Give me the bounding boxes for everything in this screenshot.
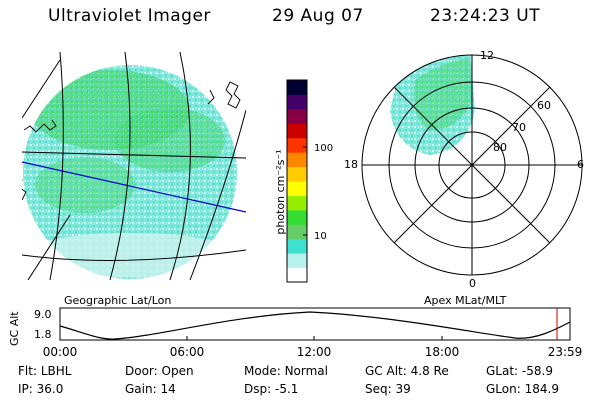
colorbar-segment xyxy=(287,238,307,254)
polar-emission xyxy=(414,58,472,130)
info-filter-value: LBHL xyxy=(40,364,72,378)
mlat-label-60: 60 xyxy=(537,99,551,112)
longitude-line xyxy=(189,109,246,280)
info-seq-value: 39 xyxy=(395,382,411,396)
longitude-line xyxy=(49,52,64,280)
mlat-label-80: 80 xyxy=(493,141,507,154)
colorbar-segment xyxy=(287,152,307,168)
colorbar-segment xyxy=(287,80,307,95)
info-gain-value: 14 xyxy=(160,382,176,396)
latitude-line xyxy=(22,151,246,159)
mlt-label-12: 12 xyxy=(480,49,494,62)
info-glon-label: GLon: xyxy=(486,382,521,396)
info-ip: IP: 36.0 xyxy=(18,382,63,396)
info-seq: Seq: 39 xyxy=(365,382,411,396)
info-ip-value: 36.0 xyxy=(36,382,64,396)
info-dsp-label: Dsp: xyxy=(244,382,272,396)
emission-region xyxy=(115,108,225,172)
header-title: Ultraviolet Imager xyxy=(48,6,211,26)
altitude-curve xyxy=(59,311,571,340)
altitude-xtick-1800: 18:00 xyxy=(425,345,460,359)
colorbar-tick-10: 10 xyxy=(314,231,327,242)
terminator-line xyxy=(22,161,246,213)
colorbar-segment xyxy=(287,195,307,211)
mlat-label-70: 70 xyxy=(512,121,526,134)
colorbar-segment xyxy=(287,137,307,153)
coastlines xyxy=(22,81,241,201)
altitude-ytick-1-8: 1.8 xyxy=(34,328,52,341)
longitude-line xyxy=(22,59,61,119)
info-door-value: Open xyxy=(161,364,194,378)
colorbar-segment xyxy=(287,209,307,225)
info-glon: GLon: 184.9 xyxy=(486,382,559,396)
colorbar-segment xyxy=(287,253,307,269)
info-glat: GLat: -58.9 xyxy=(486,364,553,378)
colorbar-segment xyxy=(287,123,307,139)
emission-region xyxy=(35,157,135,213)
altitude-xtick-2359: 23:59 xyxy=(548,345,583,359)
colorbar-tick-100: 100 xyxy=(314,143,333,154)
altitude-xtick-0600: 06:00 xyxy=(170,345,205,359)
colorbar xyxy=(286,79,308,283)
info-gc-alt: GC Alt: 4.8 Re xyxy=(365,364,449,378)
colorbar-segment xyxy=(287,224,307,240)
info-door: Door: Open xyxy=(125,364,194,378)
longitude-line xyxy=(27,214,71,280)
altitude-plot: GC Alt 9.0 1.8 00:00 06:00 12:00 18:00 2… xyxy=(8,307,583,359)
info-mode-label: Mode: xyxy=(244,364,281,378)
colorbar-segment xyxy=(287,94,307,110)
info-ip-label: IP: xyxy=(18,382,33,396)
geographic-image xyxy=(22,52,246,280)
mlt-label-6: 6 xyxy=(577,158,584,171)
info-gc-alt-value: 4.8 Re xyxy=(410,364,449,378)
mlt-line-diagonal xyxy=(393,86,551,244)
info-gain: Gain: 14 xyxy=(125,382,176,396)
geographic-panel-label: Geographic Lat/Lon xyxy=(64,294,171,307)
altitude-xtick-1200: 12:00 xyxy=(297,345,332,359)
colorbar-segment xyxy=(287,267,307,283)
lat-lon-grid xyxy=(22,52,246,280)
header-date: 29 Aug 07 xyxy=(272,6,364,26)
info-gain-label: Gain: xyxy=(125,382,157,396)
header-time: 23:24:23 UT xyxy=(430,6,541,26)
altitude-plot-frame xyxy=(59,307,571,341)
info-glat-label: GLat: xyxy=(486,364,519,378)
info-filter-label: Flt: xyxy=(18,364,37,378)
colorbar-segment xyxy=(287,181,307,196)
longitude-line xyxy=(109,52,131,280)
colorbar-segment xyxy=(287,166,307,182)
info-filter: Flt: LBHL xyxy=(18,364,71,378)
altitude-xtick-0000: 00:00 xyxy=(43,345,78,359)
info-seq-label: Seq: xyxy=(365,382,392,396)
colorbar-unit-label: photon cm⁻²s⁻¹ xyxy=(274,149,287,234)
polar-panel: 12 18 6 0 60 70 80 xyxy=(344,49,584,290)
altitude-ylabel: GC Alt xyxy=(8,311,21,346)
info-dsp-value: -5.1 xyxy=(274,382,299,396)
info-mode-value: Normal xyxy=(284,364,328,378)
colorbar-segment xyxy=(287,108,307,124)
altitude-ytick-9: 9.0 xyxy=(34,308,52,321)
info-glon-value: 184.9 xyxy=(524,382,559,396)
latitude-line xyxy=(22,249,246,261)
info-dsp: Dsp: -5.1 xyxy=(244,382,298,396)
info-mode: Mode: Normal xyxy=(244,364,328,378)
longitude-line xyxy=(169,52,191,280)
info-glat-value: -58.9 xyxy=(521,364,553,378)
mlt-label-18: 18 xyxy=(344,158,358,171)
mlt-label-0: 0 xyxy=(469,277,476,290)
info-gc-alt-label: GC Alt: xyxy=(365,364,407,378)
colorbar-frame xyxy=(286,79,308,283)
polar-panel-label: Apex MLat/MLT xyxy=(424,294,507,307)
info-door-label: Door: xyxy=(125,364,158,378)
